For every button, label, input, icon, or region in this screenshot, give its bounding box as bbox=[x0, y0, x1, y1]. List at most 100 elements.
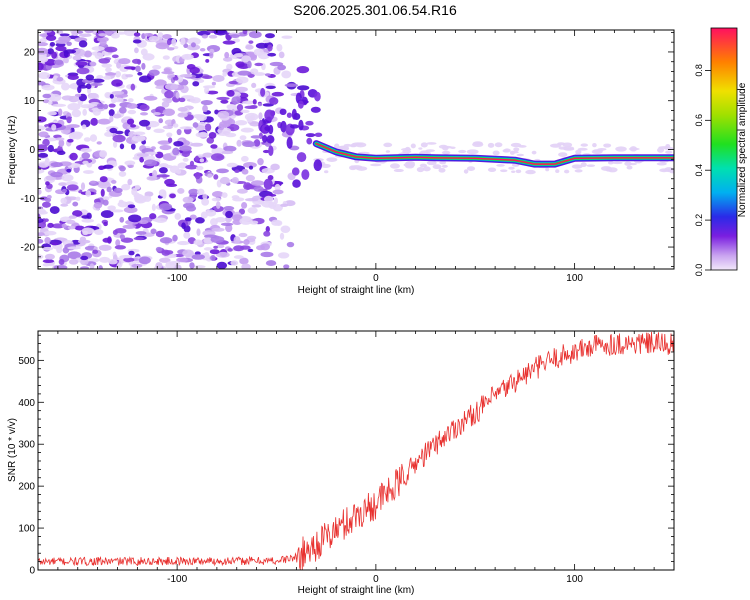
noise-blob bbox=[38, 125, 46, 131]
noise-blob bbox=[185, 164, 199, 170]
noise-blob bbox=[50, 162, 63, 168]
noise-blob bbox=[185, 205, 197, 212]
noise-blob bbox=[265, 33, 275, 39]
noise-blob bbox=[211, 227, 225, 232]
noise-blob bbox=[61, 188, 68, 193]
noise-blob bbox=[253, 72, 266, 76]
noise-blob bbox=[176, 257, 188, 263]
noise-blob bbox=[196, 114, 207, 122]
noise-blob bbox=[494, 142, 503, 148]
noise-blob bbox=[492, 150, 500, 156]
noise-blob bbox=[231, 176, 239, 184]
noise-blob bbox=[138, 219, 149, 225]
noise-blob bbox=[326, 157, 338, 162]
noise-blob bbox=[248, 165, 254, 170]
noise-blob bbox=[236, 188, 248, 194]
noise-blob bbox=[301, 169, 310, 180]
noise-blob bbox=[63, 49, 77, 54]
colorbar-tick-label: 0.8 bbox=[694, 64, 704, 77]
noise-blob bbox=[130, 124, 137, 128]
noise-blob bbox=[463, 169, 469, 174]
noise-blob bbox=[248, 40, 254, 44]
y-tick-label: 400 bbox=[18, 398, 35, 409]
noise-blob bbox=[199, 158, 205, 163]
noise-blob bbox=[251, 204, 262, 208]
noise-blob bbox=[209, 51, 214, 59]
noise-blob bbox=[98, 58, 111, 64]
noise-blob bbox=[218, 123, 225, 131]
y-tick-label: 10 bbox=[24, 96, 36, 107]
noise-blob bbox=[118, 58, 131, 65]
noise-blob bbox=[67, 138, 74, 143]
noise-blob bbox=[222, 71, 227, 77]
noise-blob bbox=[153, 111, 161, 116]
noise-blob bbox=[45, 34, 57, 41]
noise-blob bbox=[89, 180, 97, 184]
noise-blob bbox=[221, 150, 234, 155]
noise-blob bbox=[162, 191, 167, 199]
noise-blob bbox=[38, 55, 49, 63]
noise-blob bbox=[153, 128, 165, 133]
noise-blob bbox=[205, 209, 217, 217]
noise-blob bbox=[98, 256, 111, 263]
noise-blob bbox=[202, 104, 208, 113]
noise-blob bbox=[80, 182, 86, 191]
noise-blob bbox=[115, 130, 124, 135]
noise-blob bbox=[99, 38, 107, 47]
noise-blob bbox=[277, 252, 290, 259]
noise-blob bbox=[50, 171, 63, 178]
noise-blob bbox=[103, 103, 109, 110]
noise-blob bbox=[268, 124, 274, 135]
noise-blob bbox=[139, 104, 150, 112]
noise-blob bbox=[178, 97, 186, 103]
noise-blob bbox=[208, 131, 217, 139]
noise-blob bbox=[577, 147, 588, 151]
noise-blob bbox=[466, 149, 479, 155]
noise-blob bbox=[268, 145, 274, 157]
noise-blob bbox=[193, 239, 203, 246]
noise-blob bbox=[158, 167, 168, 174]
noise-blob bbox=[51, 223, 65, 229]
noise-blob bbox=[161, 71, 175, 75]
noise-blob bbox=[109, 115, 114, 123]
colorbar-gradient bbox=[710, 27, 738, 271]
noise-blob bbox=[192, 122, 199, 128]
noise-blob bbox=[410, 143, 416, 149]
noise-blob bbox=[92, 249, 99, 254]
noise-blob bbox=[350, 143, 357, 148]
noise-blob bbox=[99, 150, 108, 158]
noise-blob bbox=[44, 236, 51, 244]
noise-blob bbox=[104, 92, 112, 99]
noise-blob bbox=[38, 168, 45, 174]
noise-blob bbox=[369, 163, 382, 167]
noise-blob bbox=[245, 44, 254, 50]
noise-blob bbox=[306, 137, 313, 145]
noise-blob bbox=[241, 155, 249, 162]
noise-blob bbox=[260, 251, 274, 258]
noise-blob bbox=[240, 109, 250, 114]
noise-blob bbox=[176, 75, 184, 83]
noise-blob bbox=[211, 81, 216, 86]
noise-blob bbox=[51, 51, 58, 59]
noise-blob bbox=[62, 57, 69, 64]
noise-blob bbox=[310, 106, 321, 113]
noise-blob bbox=[257, 158, 264, 166]
noise-blob bbox=[143, 95, 158, 101]
noise-blob bbox=[264, 73, 271, 77]
noise-blob bbox=[78, 33, 92, 37]
noise-blob bbox=[278, 51, 285, 59]
noise-blob bbox=[224, 51, 230, 59]
noise-blob bbox=[98, 265, 103, 269]
noise-blob bbox=[71, 109, 82, 118]
noise-blob bbox=[228, 80, 239, 85]
noise-blob bbox=[67, 246, 81, 250]
noise-blob bbox=[87, 92, 100, 101]
noise-blob bbox=[181, 95, 195, 100]
noise-blob bbox=[182, 157, 189, 162]
noise-blob bbox=[389, 163, 400, 169]
noise-blob bbox=[202, 152, 214, 158]
noise-blob bbox=[211, 147, 225, 156]
noise-blob bbox=[162, 33, 172, 40]
noise-blob bbox=[202, 193, 208, 200]
